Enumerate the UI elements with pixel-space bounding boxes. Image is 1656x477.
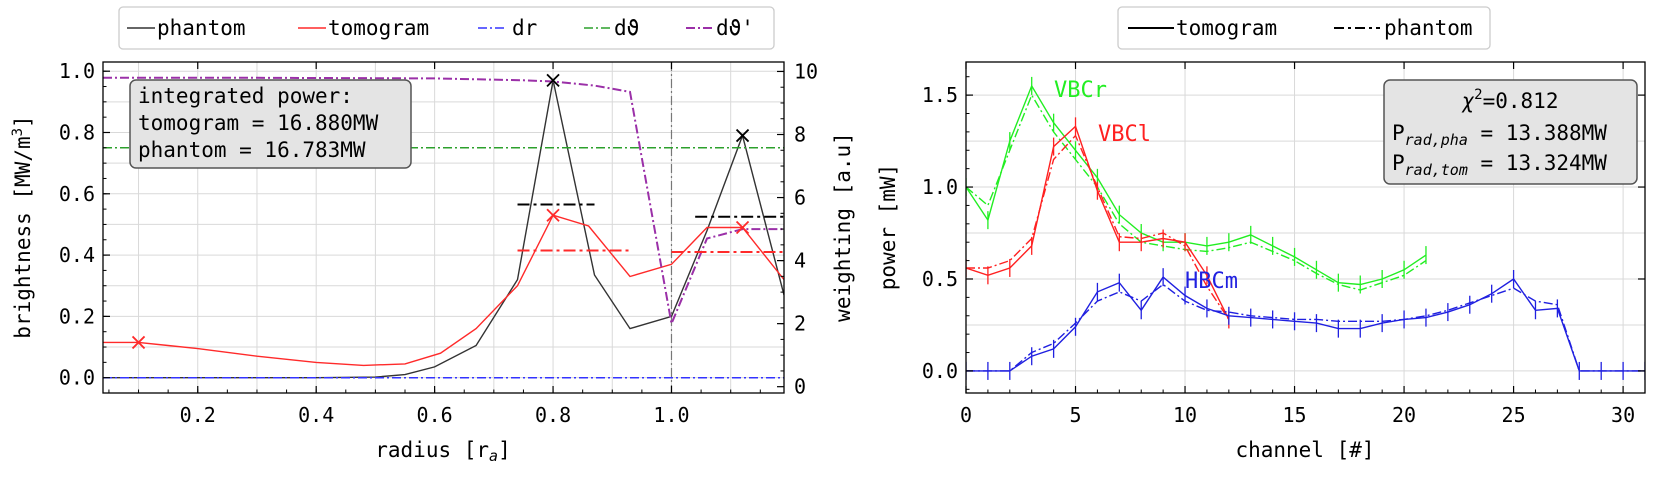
info-line-phantom: phantom = 16.783MW (138, 138, 366, 162)
left-y-tick-label: 1.0 (59, 59, 95, 83)
info-line-title: integrated power: (138, 84, 353, 108)
right-y-tick-label: 0.5 (922, 267, 958, 291)
right-x-tick-label: 0 (960, 403, 972, 427)
info-line-tomogram: tomogram = 16.880MW (138, 111, 379, 135)
right-x-tick-label: 10 (1173, 403, 1197, 427)
phantom-peak-marker (546, 73, 560, 88)
left-ticks: 0.2 0.4 0.6 0.8 1.0 0.0 0.2 0.4 0.6 0.8 1.0 0 2 4 6 8 10 (59, 59, 818, 427)
left-y2-tick-label: 0 (794, 375, 806, 399)
label-vbcr: VBCr (1054, 78, 1107, 103)
legend-tomogram-label: tomogram (328, 16, 429, 40)
right-x-tick-label: 15 (1283, 403, 1307, 427)
chi-square-line: χ2=0.812 (1462, 87, 1559, 113)
right-axes-frame (965, 61, 1646, 394)
right-panel: 0 5 10 15 20 25 30 0.0 0.5 1.0 1.5 channel [#] pow… (876, 6, 1646, 462)
left-y-axis-label: brightness [MW/m3] (10, 115, 35, 338)
marker-stroke (546, 208, 560, 222)
label-vbcl: VBCl (1098, 122, 1151, 147)
left-x-tick-label: 0.6 (417, 403, 453, 427)
legend-dr-label: dr (512, 16, 537, 40)
left-y-tick-label: 0.8 (59, 120, 95, 144)
tomogram-line (103, 214, 784, 367)
tomogram-peak-marker (131, 335, 146, 350)
left-info-box: integrated power: tomogram = 16.880MW ph… (129, 79, 412, 169)
left-x-tick-label: 0.4 (298, 403, 334, 427)
right-y-axis-label: power [mW] (876, 164, 900, 290)
right-legend: tomogram phantom (1117, 6, 1491, 50)
left-x-tick-label: 1.0 (653, 403, 689, 427)
left-y2-tick-label: 8 (794, 123, 806, 147)
right-x-tick-label: 30 (1611, 403, 1635, 427)
vbcl-phantom-line (966, 134, 1230, 320)
vbcr-tomogram-line (966, 84, 1427, 286)
phantom-peak-marker (735, 128, 750, 143)
right-y-tick-label: 1.5 (922, 83, 958, 107)
right-series (966, 76, 1645, 380)
right-x-tick-label: 5 (1069, 403, 1081, 427)
legend-tomogram-solid-label: tomogram (1176, 16, 1277, 40)
marker-stroke (131, 335, 146, 350)
phantom-line (103, 80, 784, 379)
tomogram-peak-marker (735, 220, 750, 235)
legend-dtheta-label: dϑ (614, 16, 639, 40)
hbcm-tomogram-line (966, 276, 1645, 372)
left-y-tick-label: 0.6 (59, 182, 95, 206)
left-y2-tick-label: 4 (794, 249, 806, 273)
left-y-tick-label: 0.4 (59, 243, 95, 267)
right-x-axis-label: channel [#] (1235, 438, 1374, 462)
right-y-tick-label: 1.0 (922, 175, 958, 199)
left-series (103, 62, 784, 393)
marker-stroke (735, 220, 750, 235)
legend-dtheta-prime-label: dϑ' (716, 16, 754, 40)
right-info-box: χ2=0.812 Prad,pha = 13.388MW Prad,tom = … (1383, 79, 1638, 185)
left-y-tick-label: 0.0 (59, 366, 95, 390)
left-panel: 0.2 0.4 0.6 0.8 1.0 0.0 0.2 0.4 0.6 0.8 1.0 0 2 4 6 8 10… (10, 6, 855, 465)
left-x-tick-label: 0.8 (535, 403, 571, 427)
left-y2-tick-label: 10 (794, 59, 818, 83)
left-y2-tick-label: 6 (794, 186, 806, 210)
hbcm-phantom-line (966, 283, 1645, 372)
left-legend: phantom tomogram dr dϑ dϑ' (118, 6, 775, 50)
right-y-tick-label: 0.0 (922, 359, 958, 383)
left-x-axis-label: radius [ra] (375, 438, 510, 465)
marker-stroke (735, 128, 750, 143)
left-y-tick-label: 0.2 (59, 304, 95, 328)
prad-tomogram-line: Prad,tom = 13.324MW (1392, 151, 1607, 179)
left-y2-axis-label: weighting [a.u] (831, 132, 855, 322)
tomogram-peak-marker (546, 208, 560, 222)
right-ticks: 0 5 10 15 20 25 30 0.0 0.5 1.0 1.5 (922, 62, 1646, 427)
marker-stroke (546, 73, 560, 88)
vbcr-phantom-line (966, 93, 1427, 291)
legend-phantom-label: phantom (157, 16, 246, 40)
label-hbcm: HBCm (1185, 269, 1238, 294)
right-x-tick-label: 20 (1392, 403, 1416, 427)
left-y2-tick-label: 2 (794, 312, 806, 336)
dtheta-prime-line (103, 76, 784, 328)
left-axes-frame (102, 61, 785, 394)
left-x-tick-label: 0.2 (180, 403, 216, 427)
right-x-tick-label: 25 (1502, 403, 1526, 427)
prad-phantom-line: Prad,pha = 13.388MW (1392, 121, 1607, 149)
legend-phantom-dashdot-label: phantom (1384, 16, 1473, 40)
